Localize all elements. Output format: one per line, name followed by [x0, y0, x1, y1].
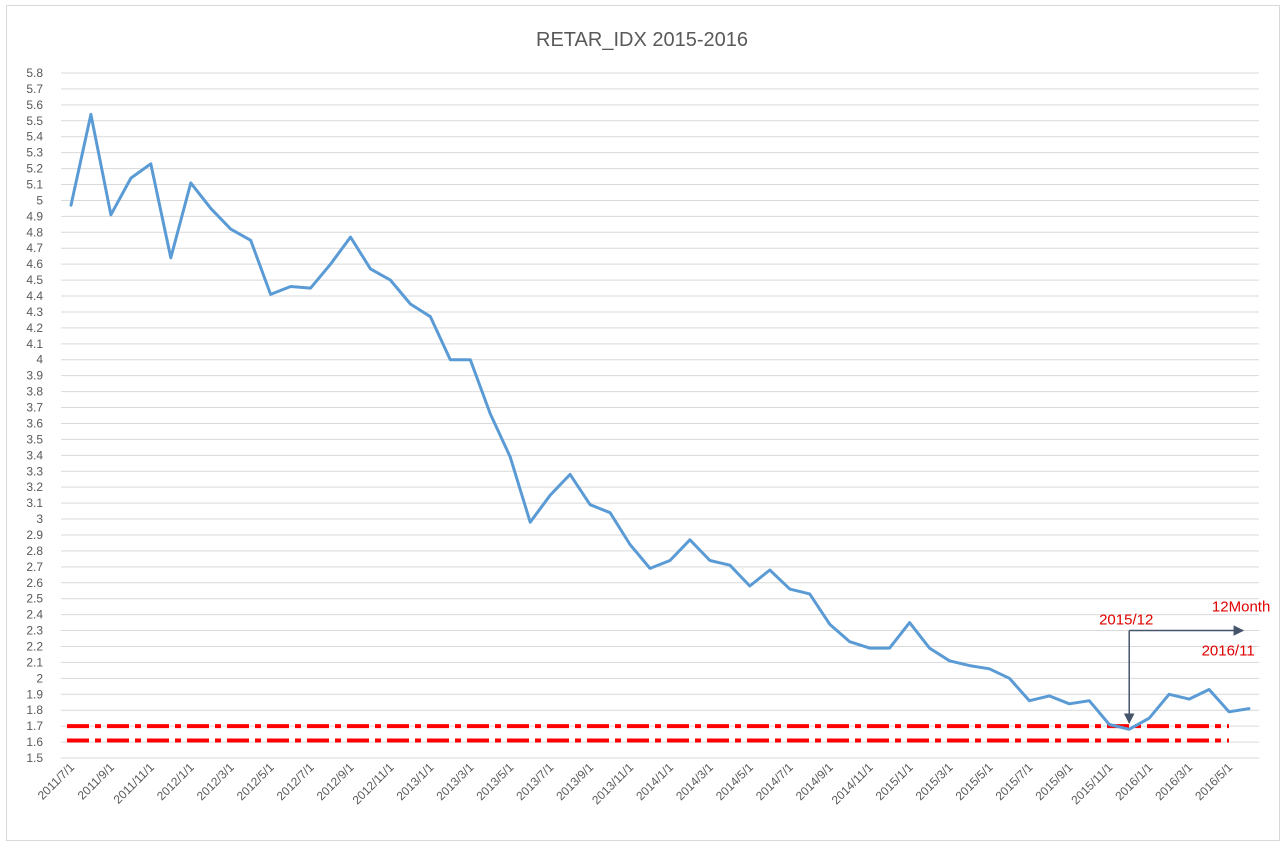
x-tick-label: 2016/1/1: [1112, 760, 1155, 803]
x-tick-label: 2015/11/1: [1068, 760, 1115, 807]
y-tick-label: 2.2: [26, 639, 43, 653]
x-tick-label: 2015/5/1: [953, 760, 996, 803]
x-tick-label: 2011/7/1: [35, 760, 78, 803]
y-tick-label: 4.6: [26, 257, 43, 271]
y-tick-label: 5.5: [26, 114, 43, 128]
y-tick-label: 5.2: [26, 162, 43, 176]
y-tick-label: 3.9: [26, 369, 43, 383]
x-tick-label: 2013/3/1: [434, 760, 477, 803]
x-tick-label: 2014/1/1: [633, 760, 676, 803]
y-tick-label: 2.3: [26, 624, 43, 638]
y-tick-label: 3.4: [26, 448, 43, 462]
y-tick-label: 2: [36, 671, 43, 685]
y-tick-label: 1.7: [26, 719, 43, 733]
x-axis-ticks: 2011/7/12011/9/12011/11/12012/1/12012/3/…: [35, 760, 1236, 807]
x-tick-label: 2013/7/1: [513, 760, 556, 803]
y-tick-label: 1.9: [26, 687, 43, 701]
x-tick-label: 2014/5/1: [713, 760, 756, 803]
y-tick-label: 5: [36, 193, 43, 207]
y-tick-label: 1.8: [26, 703, 43, 717]
y-tick-label: 5.1: [26, 178, 43, 192]
y-tick-label: 1.6: [26, 735, 43, 749]
x-tick-label: 2015/3/1: [913, 760, 956, 803]
y-tick-label: 3.2: [26, 480, 43, 494]
y-tick-label: 2.5: [26, 592, 43, 606]
x-tick-label: 2011/11/1: [111, 760, 158, 807]
y-tick-label: 2.7: [26, 560, 43, 574]
annotation-end-label: 2016/11: [1202, 643, 1255, 660]
y-tick-label: 3.3: [26, 464, 43, 478]
y-tick-label: 4.9: [26, 209, 43, 223]
y-tick-label: 2.4: [26, 608, 43, 622]
x-tick-label: 2013/1/1: [394, 760, 437, 803]
chart-frame: RETAR_IDX 2015-2016 1.5 1.6 1.7 1.8 1.9 2 2.1 2…: [6, 5, 1280, 841]
y-tick-label: 1.5: [26, 751, 43, 765]
grid-lines: [61, 72, 1259, 759]
y-tick-label: 5.4: [26, 130, 43, 144]
y-tick-label: 3: [36, 512, 43, 526]
y-tick-label: 4.4: [26, 289, 43, 303]
x-tick-label: 2015/1/1: [873, 760, 916, 803]
x-tick-label: 2016/5/1: [1192, 760, 1235, 803]
y-tick-label: 4: [36, 353, 43, 367]
y-tick-label: 2.1: [26, 655, 43, 669]
y-tick-label: 4.2: [26, 321, 43, 335]
y-tick-label: 2.9: [26, 528, 43, 542]
y-tick-label: 3.8: [26, 385, 43, 399]
series-layer: [69, 112, 1251, 731]
annotation-duration-label: 12Month: [1212, 599, 1270, 616]
reference-lines: [67, 724, 1229, 743]
annotation-start-label: 2015/12: [1099, 612, 1153, 629]
y-axis-ticks: 1.5 1.6 1.7 1.8 1.9 2 2.1 2.22.3 2.4 2.5 2.6 2.7 2.8…: [26, 66, 43, 765]
y-tick-label: 4.8: [26, 225, 43, 239]
x-tick-label: 2014/7/1: [753, 760, 796, 803]
y-tick-label: 5.3: [26, 146, 43, 160]
line-chart: RETAR_IDX 2015-2016 1.5 1.6 1.7 1.8 1.9 2 2.1 2…: [26, 29, 1270, 807]
series-line: [69, 112, 1251, 731]
y-tick-label: 5.7: [26, 82, 43, 96]
y-tick-label: 3.1: [26, 496, 43, 510]
y-tick-label: 4.3: [26, 305, 43, 319]
y-tick-label: 5.8: [26, 66, 43, 80]
y-tick-label: 4.7: [26, 241, 43, 255]
y-tick-label: 2.6: [26, 576, 43, 590]
x-tick-label: 2012/7/1: [274, 760, 317, 803]
x-tick-label: 2013/5/1: [473, 760, 516, 803]
x-tick-label: 2013/11/1: [589, 760, 636, 807]
x-tick-label: 2014/3/1: [673, 760, 716, 803]
chart-title: RETAR_IDX 2015-2016: [536, 29, 748, 51]
annotations: 2015/12 12Month 2016/11: [1099, 599, 1270, 725]
y-tick-label: 3.6: [26, 416, 43, 430]
y-tick-label: 3.7: [26, 401, 43, 415]
y-tick-label: 3.5: [26, 432, 43, 446]
x-tick-label: 2014/11/1: [829, 760, 876, 807]
x-tick-label: 2012/11/1: [350, 760, 397, 807]
y-tick-label: 5.6: [26, 98, 43, 112]
y-tick-label: 4.5: [26, 273, 43, 287]
x-tick-label: 2016/3/1: [1152, 760, 1195, 803]
y-tick-label: 2.8: [26, 544, 43, 558]
x-tick-label: 2012/1/1: [154, 760, 197, 803]
x-tick-label: 2012/5/1: [234, 760, 277, 803]
x-tick-label: 2015/7/1: [993, 760, 1036, 803]
x-tick-label: 2012/3/1: [194, 760, 237, 803]
y-tick-label: 4.1: [26, 337, 43, 351]
